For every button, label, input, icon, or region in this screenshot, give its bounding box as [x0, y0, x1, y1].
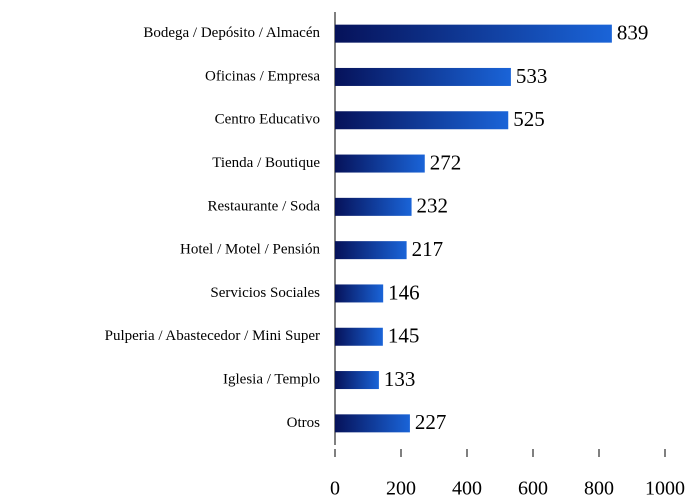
bar: [335, 241, 407, 260]
x-tick-label: 0: [330, 478, 340, 500]
y-tick-label: Tienda / Boutique: [212, 155, 320, 171]
value-label: 217: [412, 237, 444, 261]
bar: [335, 67, 511, 86]
y-tick-label: Hotel / Motel / Pensión: [180, 242, 320, 258]
value-label: 227: [415, 410, 447, 434]
x-tick-label: 600: [518, 478, 548, 500]
value-label: 272: [430, 150, 462, 174]
value-label: 145: [388, 324, 420, 348]
bar: [335, 284, 384, 303]
y-tick-label: Bodega / Depósito / Almacén: [143, 25, 320, 41]
bar: [335, 111, 509, 130]
y-tick-label: Iglesia / Templo: [223, 371, 320, 387]
y-tick-label: Servicios Sociales: [210, 285, 320, 301]
value-label: 146: [388, 280, 420, 304]
y-tick-label: Pulperia / Abastecedor / Mini Super: [105, 328, 320, 344]
value-label: 525: [513, 107, 545, 131]
value-label: 133: [384, 367, 416, 391]
bar: [335, 414, 410, 433]
value-label: 839: [617, 20, 649, 44]
bar: [335, 371, 379, 390]
x-tick-label: 200: [386, 478, 416, 500]
x-tick-label: 800: [584, 478, 614, 500]
bar: [335, 154, 425, 173]
bar: [335, 24, 612, 43]
y-tick-label: Centro Educativo: [215, 112, 320, 128]
value-label: 232: [417, 194, 449, 218]
bar: [335, 197, 412, 216]
x-tick-label: 400: [452, 478, 482, 500]
y-tick-label: Oficinas / Empresa: [205, 68, 320, 84]
value-label: 533: [516, 64, 548, 88]
y-tick-label: Restaurante / Soda: [208, 198, 321, 214]
y-tick-label: Otros: [287, 415, 320, 431]
bar: [335, 327, 383, 346]
x-tick-label: 1000: [645, 478, 685, 500]
